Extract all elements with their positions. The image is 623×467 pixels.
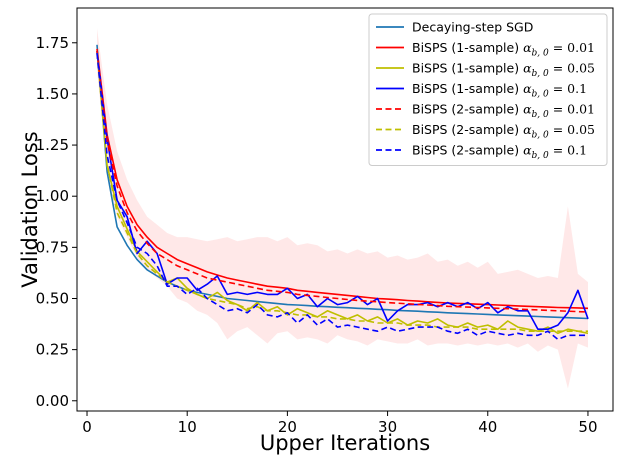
legend-box [368, 13, 608, 166]
x-tick-label: 10 [178, 418, 197, 436]
x-tick-label: 20 [278, 418, 297, 436]
plot-frame [76, 7, 614, 412]
series-line-5 [96, 50, 589, 313]
legend-label-4: BiSPS (1-sample) αb, 0 = 0.1 [412, 81, 587, 100]
legend-label-2: BiSPS (1-sample) αb, 0 = 0.01 [412, 40, 595, 59]
y-tick-label: 1.00 [36, 187, 69, 205]
series-layer [96, 44, 589, 341]
x-axis-ticks: 0 10 20 30 40 50 [82, 411, 598, 436]
series-line-3 [96, 50, 589, 335]
legend-label-6: BiSPS (2-sample) αb, 0 = 0.05 [412, 122, 595, 141]
variance-band [97, 28, 588, 389]
legend: Decaying-step SGD BiSPS (1-sample) αb, 0 … [368, 13, 608, 166]
x-axis-title: Upper Iterations [260, 431, 430, 455]
y-tick-label: 1.50 [36, 85, 69, 103]
x-tick-label: 30 [378, 418, 397, 436]
y-tick-label: 1.25 [36, 136, 69, 154]
x-tick-label: 50 [578, 418, 597, 436]
y-axis-title: Validation Loss [18, 131, 42, 287]
legend-label-3: BiSPS (1-sample) αb, 0 = 0.05 [412, 61, 595, 80]
x-tick-label: 40 [478, 418, 497, 436]
y-tick-label: 0.75 [36, 238, 69, 256]
confidence-band-layer [97, 28, 588, 389]
y-tick-label: 0.25 [36, 341, 69, 359]
y-tick-label: 0.00 [36, 392, 69, 410]
y-tick-label: 1.75 [36, 34, 69, 52]
legend-label-1: Decaying-step SGD [412, 20, 533, 35]
series-line-2 [96, 48, 589, 310]
y-axis-ticks: 0.00 0.25 0.50 0.75 1.00 1.25 1.50 1.75 [36, 34, 77, 410]
legend-label-7: BiSPS (2-sample) αb, 0 = 0.1 [412, 143, 587, 162]
x-tick-label: 0 [82, 418, 92, 436]
y-tick-label: 0.50 [36, 289, 69, 307]
series-line-4 [96, 50, 589, 331]
legend-label-5: BiSPS (2-sample) αb, 0 = 0.01 [412, 102, 595, 121]
